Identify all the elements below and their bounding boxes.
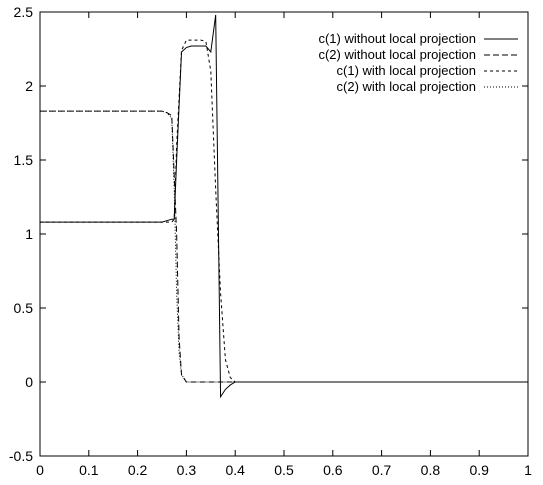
x-tick-label: 0.3: [177, 462, 197, 478]
series-line-2: [40, 110, 528, 383]
legend-label: c(1) with local projection: [337, 63, 476, 78]
legend-label: c(2) with local projection: [337, 79, 476, 94]
legend-label: c(1) without local projection: [318, 31, 476, 46]
x-tick-label: 1: [524, 462, 532, 478]
y-tick-label: 0: [25, 374, 33, 390]
legend-label: c(2) without local projection: [318, 47, 476, 62]
x-tick-label: 0.9: [469, 462, 489, 478]
x-tick-label: 0: [36, 462, 44, 478]
x-tick-label: 0.1: [79, 462, 99, 478]
y-tick-label: 2.5: [14, 4, 34, 20]
x-tick-label: 0.4: [225, 462, 245, 478]
y-tick-label: 2: [25, 78, 33, 94]
series-line-1: [40, 14, 528, 399]
x-tick-label: 0.7: [372, 462, 392, 478]
x-tick-label: 0.8: [421, 462, 441, 478]
y-tick-label: -0.5: [9, 448, 33, 464]
y-tick-label: 1.5: [14, 152, 34, 168]
x-tick-label: 0.2: [128, 462, 148, 478]
x-tick-label: 0.5: [274, 462, 294, 478]
y-tick-label: 1: [25, 226, 33, 242]
x-tick-label: 0.6: [323, 462, 343, 478]
y-tick-label: 0.5: [14, 300, 34, 316]
series-line-4: [40, 110, 528, 383]
series-group: [40, 14, 528, 399]
axis-ticks: 0 0.1 0.2 0.3 0.4 0.5 0.6 0.7 0.8 0.9 1-0.500.511.…: [9, 4, 532, 478]
series-line-3: [40, 39, 528, 383]
